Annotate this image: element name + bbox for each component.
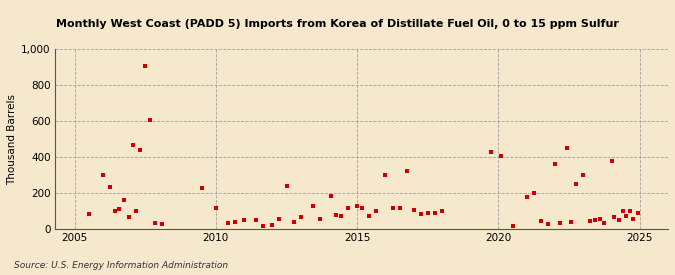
- Point: [613, 218, 624, 222]
- Point: [495, 154, 506, 159]
- Point: [423, 211, 433, 215]
- Point: [335, 213, 346, 218]
- Point: [529, 191, 539, 196]
- Point: [380, 173, 391, 177]
- Point: [222, 221, 233, 225]
- Point: [408, 208, 419, 213]
- Point: [119, 198, 130, 203]
- Point: [554, 221, 565, 225]
- Point: [437, 209, 448, 213]
- Point: [149, 221, 160, 225]
- Point: [543, 222, 554, 226]
- Point: [578, 173, 589, 177]
- Point: [566, 220, 577, 224]
- Point: [632, 211, 643, 215]
- Point: [124, 215, 134, 220]
- Point: [606, 159, 617, 163]
- Point: [486, 150, 497, 154]
- Point: [314, 217, 325, 221]
- Point: [585, 219, 596, 223]
- Point: [156, 222, 167, 226]
- Point: [571, 182, 582, 186]
- Point: [46, 170, 57, 175]
- Point: [415, 212, 426, 216]
- Point: [627, 217, 638, 221]
- Point: [326, 194, 337, 198]
- Point: [281, 184, 292, 188]
- Point: [429, 211, 440, 215]
- Point: [371, 209, 381, 213]
- Point: [331, 213, 342, 217]
- Text: Source: U.S. Energy Information Administration: Source: U.S. Energy Information Administ…: [14, 260, 227, 270]
- Point: [625, 209, 636, 213]
- Point: [562, 146, 572, 150]
- Point: [342, 206, 353, 211]
- Point: [535, 219, 546, 223]
- Point: [620, 213, 631, 218]
- Point: [230, 220, 240, 224]
- Point: [144, 117, 155, 122]
- Point: [295, 214, 306, 219]
- Point: [549, 162, 560, 167]
- Point: [109, 209, 120, 213]
- Point: [590, 218, 601, 222]
- Point: [364, 213, 375, 218]
- Point: [274, 217, 285, 221]
- Point: [288, 220, 299, 224]
- Point: [140, 64, 151, 68]
- Point: [130, 209, 141, 213]
- Point: [258, 223, 269, 228]
- Point: [83, 212, 94, 216]
- Point: [97, 173, 108, 177]
- Point: [507, 224, 518, 229]
- Point: [105, 185, 115, 189]
- Point: [387, 206, 398, 211]
- Point: [267, 222, 278, 227]
- Point: [307, 204, 318, 208]
- Y-axis label: Thousand Barrels: Thousand Barrels: [7, 94, 17, 185]
- Point: [594, 217, 605, 221]
- Point: [239, 218, 250, 222]
- Point: [599, 221, 610, 225]
- Text: Monthly West Coast (PADD 5) Imports from Korea of Distillate Fuel Oil, 0 to 15 p: Monthly West Coast (PADD 5) Imports from…: [56, 19, 619, 29]
- Point: [394, 206, 405, 211]
- Point: [135, 148, 146, 152]
- Point: [196, 186, 207, 190]
- Point: [618, 209, 629, 213]
- Point: [250, 218, 261, 222]
- Point: [401, 169, 412, 173]
- Point: [608, 215, 619, 220]
- Point: [114, 207, 125, 211]
- Point: [352, 204, 362, 208]
- Point: [521, 195, 532, 199]
- Point: [128, 142, 139, 147]
- Point: [356, 205, 367, 210]
- Point: [211, 205, 221, 210]
